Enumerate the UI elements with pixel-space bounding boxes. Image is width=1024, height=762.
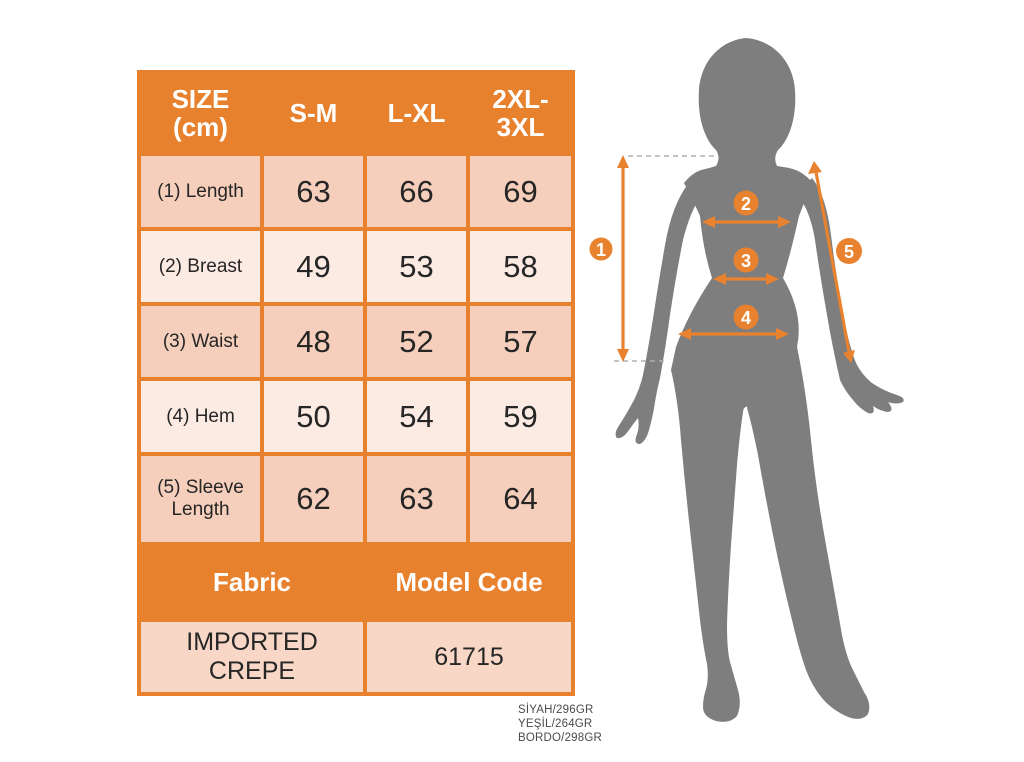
cell-hem-s-m: 50 [264, 381, 363, 452]
cell-waist-2xl-3xl: 57 [470, 306, 571, 377]
cell-breast-l-xl: 53 [367, 231, 466, 302]
body-silhouette [615, 38, 904, 722]
cell-waist-l-xl: 52 [367, 306, 466, 377]
size-table: SIZE (cm) S-M L-XL 2XL-3XL (1) Length 63… [137, 70, 575, 696]
marker-5-number: 5 [844, 242, 854, 262]
weight-line-bordeaux: BORDO/298GR [518, 732, 603, 744]
marker-2: 2 [733, 190, 759, 216]
marker-3: 3 [733, 247, 759, 273]
row-label-length: (1) Length [141, 156, 260, 227]
fabric-value-cell: IMPORTED CREPE [141, 622, 363, 692]
arrow-5-sleeve [808, 161, 855, 363]
fabric-header-cell: Fabric [141, 546, 363, 618]
cell-sleeve-s-m: 62 [264, 456, 363, 542]
silhouette-left-leg [671, 347, 744, 722]
weight-line-black: SİYAH/296GR [518, 704, 594, 716]
marker-3-number: 3 [741, 251, 751, 271]
arrow-4-hem [678, 328, 789, 340]
row-label-breast: (2) Breast [141, 231, 260, 302]
cell-sleeve-l-xl: 63 [367, 456, 466, 542]
cell-breast-s-m: 49 [264, 231, 363, 302]
marker-3-circle [733, 247, 759, 273]
marker-1: 1 [589, 237, 613, 261]
arrow-3-waist [713, 273, 779, 285]
marker-5: 5 [836, 238, 862, 264]
marker-2-number: 2 [741, 194, 751, 214]
silhouette-left-arm [615, 184, 700, 444]
silhouette-right-arm [798, 178, 904, 414]
cell-waist-s-m: 48 [264, 306, 363, 377]
cell-length-s-m: 63 [264, 156, 363, 227]
marker-4-number: 4 [741, 308, 751, 328]
marker-4: 4 [733, 304, 759, 330]
silhouette-right-leg [747, 347, 870, 719]
marker-4-circle [733, 304, 759, 330]
marker-1-circle [589, 237, 613, 261]
silhouette-trunk [676, 38, 811, 443]
row-label-sleeve-length: (5) Sleeve Length [141, 456, 260, 542]
header-cell-s-m: S-M [264, 74, 363, 152]
arrow-1-length [617, 155, 629, 362]
marker-5-circle [836, 238, 862, 264]
header-cell-l-xl: L-XL [367, 74, 466, 152]
header-cell-size-cm: SIZE (cm) [141, 74, 260, 152]
weight-line-green: YEŞİL/264GR [518, 718, 593, 730]
arrow-2-breast [702, 216, 791, 228]
model-code-value-cell: 61715 [367, 622, 571, 692]
model-code-header-cell: Model Code [367, 546, 571, 618]
header-cell-2xl-3xl: 2XL-3XL [470, 74, 571, 152]
cell-length-2xl-3xl: 69 [470, 156, 571, 227]
cell-hem-2xl-3xl: 59 [470, 381, 571, 452]
row-label-hem: (4) Hem [141, 381, 260, 452]
marker-1-number: 1 [596, 240, 606, 260]
cell-length-l-xl: 66 [367, 156, 466, 227]
cell-sleeve-2xl-3xl: 64 [470, 456, 571, 542]
marker-2-circle [733, 190, 759, 216]
cell-hem-l-xl: 54 [367, 381, 466, 452]
cell-breast-2xl-3xl: 58 [470, 231, 571, 302]
row-label-waist: (3) Waist [141, 306, 260, 377]
fabric-weight-notes: SİYAH/296GR YEŞİL/264GR BORDO/298GR [518, 703, 602, 745]
